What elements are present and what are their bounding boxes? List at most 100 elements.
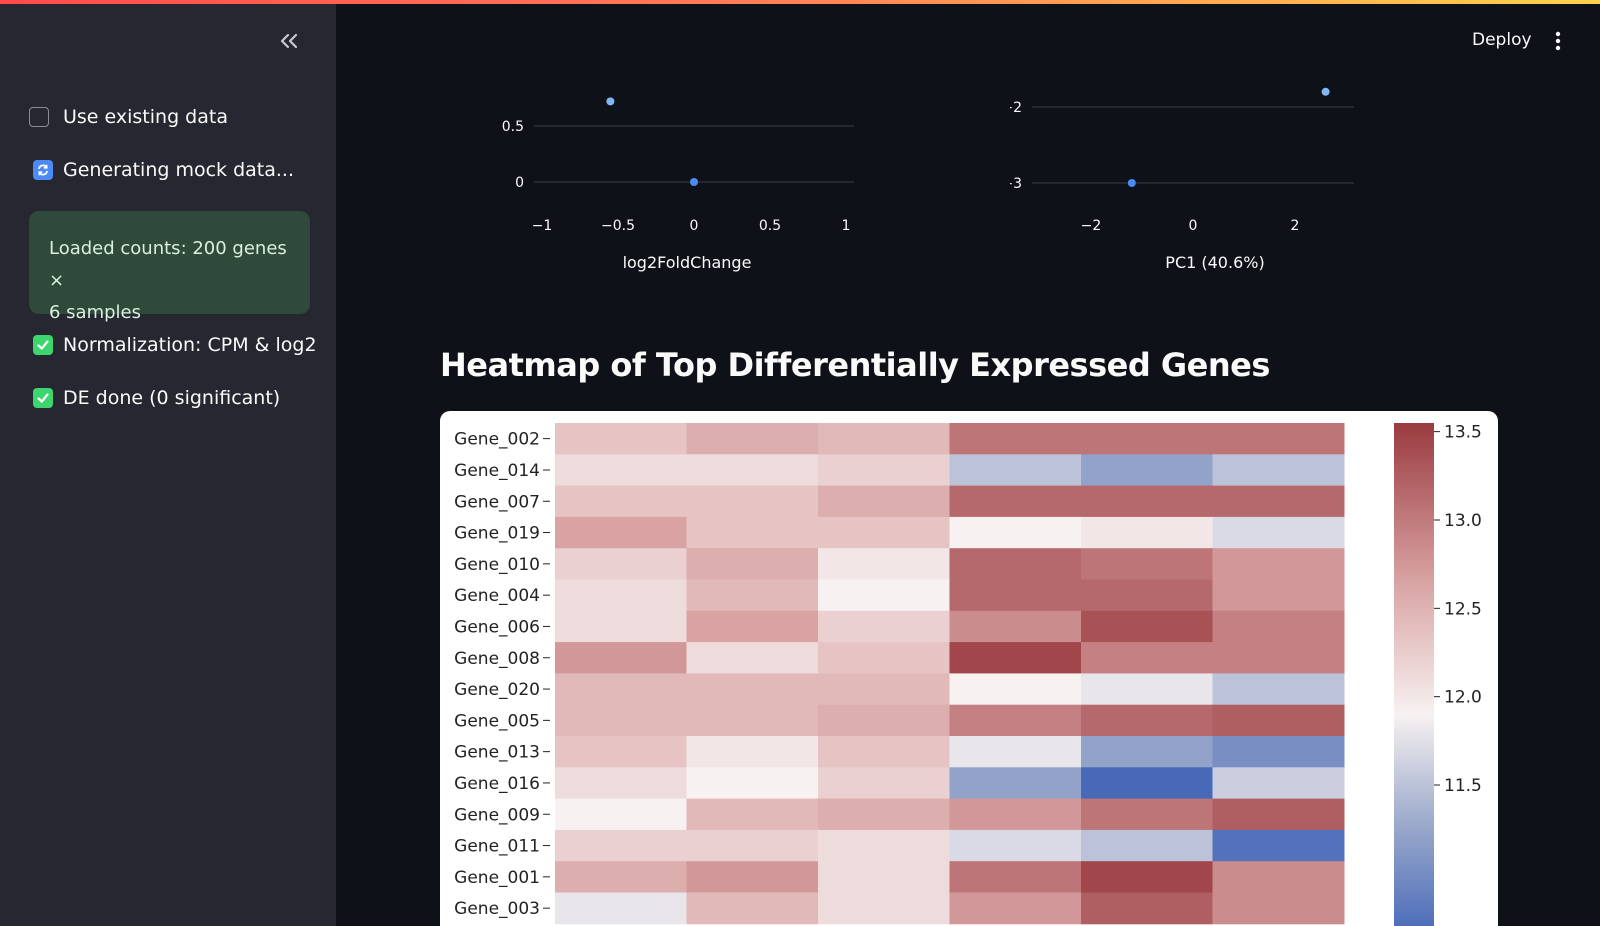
heatmap-cell bbox=[555, 610, 687, 643]
heatmap-cell bbox=[555, 798, 687, 831]
heatmap-cell bbox=[949, 736, 1082, 768]
heatmap-cell bbox=[818, 736, 950, 768]
row-label: Gene_006 bbox=[454, 617, 540, 637]
row-label: Gene_013 bbox=[454, 743, 540, 763]
heatmap-cell bbox=[818, 423, 950, 455]
heatmap-cell bbox=[818, 485, 950, 518]
row-label: Gene_009 bbox=[454, 805, 540, 825]
collapse-sidebar-button[interactable] bbox=[274, 26, 304, 56]
heatmap-cell bbox=[949, 673, 1082, 706]
row-label: Gene_014 bbox=[454, 461, 540, 481]
heatmap-cell bbox=[818, 767, 950, 800]
heatmap-cell bbox=[555, 767, 687, 800]
heatmap-cell bbox=[1212, 454, 1345, 487]
heatmap-cell bbox=[818, 892, 950, 925]
volcano-scatter-plot: 0.5 0 −1 −0.5 0 0.5 1 log2FoldChange bbox=[502, 97, 854, 272]
x-tick-label: −2 bbox=[1081, 218, 1102, 234]
colorbar-tick-label: 12.0 bbox=[1444, 688, 1482, 708]
heatmap-cell bbox=[1081, 485, 1213, 518]
heatmap-cell bbox=[686, 423, 819, 455]
heatmap-cell bbox=[555, 579, 687, 612]
heatmap-cell bbox=[1212, 798, 1345, 831]
data-point bbox=[606, 97, 615, 106]
heatmap-cell bbox=[686, 610, 819, 643]
heatmap-cell bbox=[818, 861, 950, 893]
row-label: Gene_005 bbox=[454, 711, 540, 731]
heatmap-cell bbox=[686, 673, 819, 706]
data-point bbox=[690, 178, 698, 186]
heatmap-cell bbox=[686, 892, 819, 925]
row-label: Gene_001 bbox=[454, 868, 540, 888]
heatmap-svg: Gene_002 Gene_014 Gene_007 Gene_019 Gene_010… bbox=[454, 423, 1482, 926]
heatmap-cell bbox=[818, 516, 950, 549]
check-mark-icon bbox=[33, 388, 53, 408]
row-label: Gene_011 bbox=[454, 837, 540, 857]
data-point bbox=[1321, 87, 1330, 96]
row-label: Gene_008 bbox=[454, 649, 540, 669]
heatmap-cell bbox=[1081, 454, 1213, 487]
heatmap-cell bbox=[1081, 423, 1213, 455]
heatmap-cell bbox=[555, 736, 687, 768]
heatmap-cell bbox=[1212, 485, 1345, 518]
heatmap-cell bbox=[818, 642, 950, 674]
sidebar: Use existing data Generating mock data..… bbox=[0, 4, 336, 926]
x-tick-label: 0 bbox=[1189, 218, 1198, 234]
use-existing-data-label: Use existing data bbox=[63, 106, 228, 128]
row-label: Gene_016 bbox=[454, 774, 540, 794]
heatmap-cell bbox=[818, 454, 950, 487]
row-label: Gene_002 bbox=[454, 430, 540, 450]
heatmap-cell bbox=[949, 610, 1082, 643]
checkbox-box[interactable] bbox=[29, 107, 49, 127]
page-heading: Heatmap of Top Differentially Expressed … bbox=[440, 346, 1270, 384]
heatmap-cell bbox=[818, 673, 950, 706]
heatmap-cell bbox=[686, 704, 819, 737]
y-tick-label: 0 bbox=[515, 175, 524, 191]
heatmap-cell bbox=[686, 736, 819, 768]
heatmap-cell bbox=[1212, 767, 1345, 800]
heatmap-cell bbox=[1081, 829, 1213, 862]
heatmap-cell bbox=[949, 516, 1082, 549]
deploy-button[interactable]: Deploy bbox=[1472, 30, 1532, 50]
heatmap-cell bbox=[818, 610, 950, 643]
heatmap-cell bbox=[949, 423, 1082, 455]
heatmap-cell bbox=[1081, 892, 1213, 925]
heatmap-cell bbox=[949, 798, 1082, 831]
heatmap-cell bbox=[818, 798, 950, 831]
heatmap-cell bbox=[1081, 642, 1213, 674]
heatmap-cell bbox=[1212, 829, 1345, 862]
check-mark-icon bbox=[33, 335, 53, 355]
loaded-counts-line-1: Loaded counts: 200 genes × bbox=[49, 238, 287, 291]
heatmap-cell bbox=[686, 454, 819, 487]
use-existing-data-checkbox[interactable]: Use existing data bbox=[29, 106, 228, 128]
heatmap-cell bbox=[555, 704, 687, 737]
heatmap-cell bbox=[1081, 673, 1213, 706]
heatmap-cell bbox=[949, 642, 1082, 674]
double-chevron-left-icon bbox=[280, 33, 298, 49]
heatmap-cell bbox=[1081, 861, 1213, 893]
normalization-status: Normalization: CPM & log2 bbox=[33, 334, 317, 356]
de-label: DE done (0 significant) bbox=[63, 387, 281, 409]
heatmap-cell bbox=[555, 548, 687, 580]
heatmap-cell bbox=[1212, 861, 1345, 893]
x-tick-label: −1 bbox=[532, 218, 553, 234]
heatmap-cell bbox=[818, 704, 950, 737]
row-label: Gene_003 bbox=[454, 899, 540, 919]
x-tick-label: −0.5 bbox=[601, 218, 635, 234]
heatmap-cell bbox=[555, 454, 687, 487]
loaded-counts-alert: Loaded counts: 200 genes × 6 samples bbox=[29, 211, 310, 323]
x-axis-label: PC1 (40.6%) bbox=[1165, 253, 1264, 272]
heatmap-cell bbox=[818, 548, 950, 580]
row-label: Gene_020 bbox=[454, 680, 540, 700]
heatmap-figure: Gene_002 Gene_014 Gene_007 Gene_019 Gene_010… bbox=[440, 411, 1498, 926]
colorbar-tick-label: 13.5 bbox=[1444, 423, 1482, 443]
heatmap-cell bbox=[555, 673, 687, 706]
heatmap-cell bbox=[555, 485, 687, 518]
heatmap-cell bbox=[1212, 579, 1345, 612]
heatmap-cell bbox=[1081, 548, 1213, 580]
y-tick-label: −3 bbox=[1010, 176, 1022, 192]
heatmap-cell bbox=[686, 579, 819, 612]
heatmap-cell bbox=[555, 423, 687, 455]
kebab-menu-icon[interactable] bbox=[1553, 30, 1563, 52]
heatmap-cell bbox=[1212, 516, 1345, 549]
heatmap-cell bbox=[949, 485, 1082, 518]
